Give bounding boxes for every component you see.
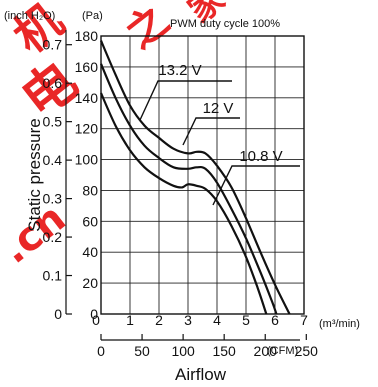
x-ticks: 0 1 2 3 4 5 6 7 (92, 312, 308, 328)
secondary-y-tick-label: 0.5 (43, 114, 63, 130)
x-unit-secondary: (CFM) (267, 345, 298, 357)
secondary-y-tick-label: 0 (54, 306, 62, 322)
x-tick-label: 0 (92, 312, 100, 328)
y-tick-label: 180 (75, 28, 99, 44)
y-ticks: 180 160 140 120 100 80 60 40 20 0 (75, 28, 99, 322)
x-tick-label: 2 (155, 312, 163, 328)
secondary-y-tick-label: 0.2 (43, 229, 63, 245)
y-tick-label: 0 (90, 306, 98, 322)
y-tick-label: 120 (75, 121, 99, 137)
x-tick-label: 1 (126, 312, 134, 328)
y-unit: (Pa) (82, 10, 103, 22)
secondary-x-tick-label: 200 (254, 343, 278, 359)
secondary-x-tick-label: 150 (212, 343, 236, 359)
series-label: 10.8 V (239, 148, 282, 165)
series-label: 12 V (203, 100, 234, 117)
secondary-x-ticks: 0 50 100 150 200 250 (97, 334, 318, 359)
y-tick-label: 20 (82, 275, 98, 291)
plot-frame (100, 35, 305, 315)
y-tick-label: 100 (75, 152, 99, 168)
x-tick-label: 3 (184, 312, 192, 328)
grid (101, 36, 304, 314)
series-line (99, 40, 291, 315)
secondary-y-ticks: 0.7 0.6 0.5 0.4 0.3 0.2 0.1 0 (43, 37, 72, 322)
y-tick-label: 60 (82, 213, 98, 229)
y-tick-label: 80 (82, 182, 98, 198)
secondary-x-tick-label: 250 (295, 343, 319, 359)
chart-title: PWM duty cycle 100% (170, 18, 280, 30)
callout-leader-line (212, 165, 300, 206)
x-axis-title: Airflow (175, 365, 227, 384)
x-unit: (m³/min) (319, 318, 360, 330)
secondary-y-tick-label: 0.1 (43, 268, 63, 284)
secondary-y-tick-label: 0.7 (43, 37, 63, 53)
y-tick-label: 160 (75, 59, 99, 75)
series-line (99, 92, 268, 315)
secondary-x-tick-label: 0 (97, 343, 105, 359)
secondary-x-tick-label: 100 (171, 343, 195, 359)
callout-leader-line (182, 117, 240, 146)
secondary-y-tick-label: 0.3 (43, 191, 63, 207)
secondary-y-tick-label: 0.6 (43, 75, 63, 91)
series-line (99, 63, 278, 315)
secondary-y-unit: (inch H₂O) (4, 10, 55, 22)
x-tick-label: 7 (300, 312, 308, 328)
series-label: 13.2 V (158, 62, 201, 79)
secondary-x-tick-label: 50 (134, 343, 150, 359)
y-axis-title: Static pressure (25, 118, 44, 231)
x-tick-label: 6 (271, 312, 279, 328)
x-tick-label: 5 (242, 312, 250, 328)
callout-leader-line (139, 80, 232, 121)
y-tick-label: 140 (75, 90, 99, 106)
y-tick-label: 40 (82, 244, 98, 260)
secondary-y-tick-label: 0.4 (43, 152, 63, 168)
series-callouts: 13.2 V 12 V 10.8 V (139, 62, 300, 206)
x-tick-label: 4 (213, 312, 221, 328)
series-group (99, 40, 291, 315)
watermark-part-3: 之 (118, 0, 178, 58)
